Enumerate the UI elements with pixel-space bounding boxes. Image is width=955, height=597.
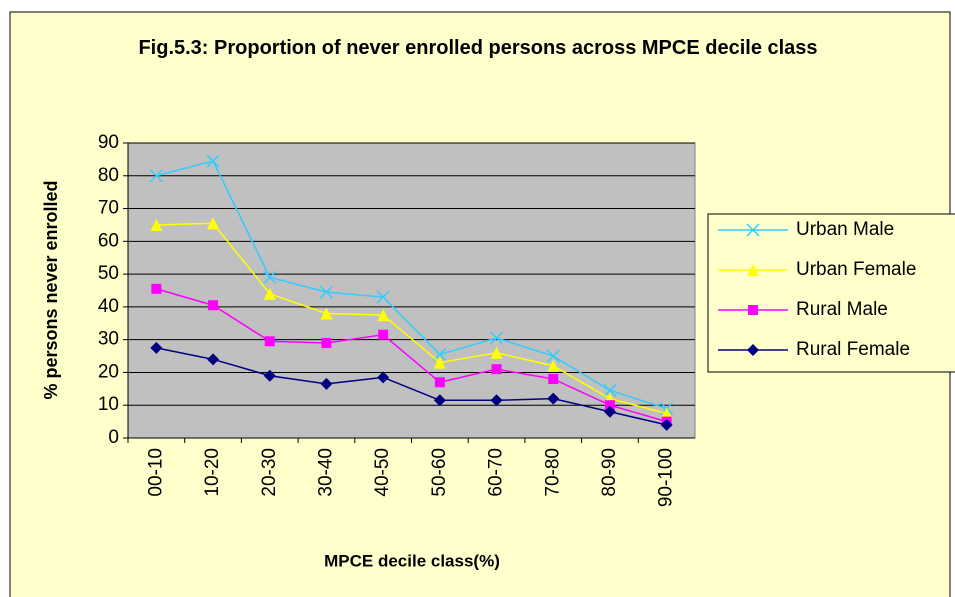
marker bbox=[490, 346, 503, 359]
y-tick-label: 30 bbox=[98, 329, 119, 350]
marker bbox=[603, 405, 616, 418]
legend-label: Urban Male bbox=[796, 219, 894, 240]
marker bbox=[547, 392, 560, 405]
legend-marker bbox=[747, 344, 759, 356]
marker bbox=[263, 369, 276, 382]
x-tick-label: 90-100 bbox=[656, 448, 677, 507]
chart-title: Fig.5.3: Proportion of never enrolled pe… bbox=[138, 37, 818, 59]
y-tick-label: 0 bbox=[108, 427, 119, 448]
marker bbox=[660, 407, 673, 420]
marker bbox=[660, 418, 673, 431]
marker bbox=[434, 377, 445, 388]
marker bbox=[377, 371, 390, 384]
x-tick-label: 40-50 bbox=[372, 448, 393, 497]
series-line bbox=[156, 288, 667, 423]
x-tick-label: 70-80 bbox=[542, 448, 563, 497]
marker bbox=[263, 270, 277, 284]
x-tick-label: 60-70 bbox=[486, 448, 507, 497]
marker bbox=[150, 218, 163, 231]
x-tick-label: 00-10 bbox=[145, 448, 166, 497]
marker bbox=[264, 336, 275, 347]
marker bbox=[263, 287, 276, 300]
series-line bbox=[156, 160, 667, 410]
y-tick-label: 10 bbox=[98, 394, 119, 415]
marker bbox=[490, 331, 504, 345]
marker bbox=[320, 307, 333, 320]
y-axis-label: % persons never enrolled bbox=[41, 180, 61, 399]
legend-marker bbox=[746, 223, 760, 237]
marker bbox=[149, 169, 163, 183]
marker bbox=[207, 217, 220, 230]
marker bbox=[491, 364, 502, 375]
y-tick-label: 20 bbox=[98, 361, 119, 382]
y-tick-label: 90 bbox=[98, 132, 119, 153]
marker bbox=[321, 337, 332, 348]
y-tick-label: 70 bbox=[98, 198, 119, 219]
marker bbox=[208, 300, 219, 311]
y-tick-label: 60 bbox=[98, 230, 119, 251]
marker bbox=[207, 353, 220, 366]
legend-marker bbox=[747, 264, 759, 276]
x-tick-label: 80-90 bbox=[599, 448, 620, 497]
marker bbox=[376, 290, 390, 304]
marker bbox=[319, 285, 333, 299]
y-tick-label: 40 bbox=[98, 296, 119, 317]
y-tick-label: 50 bbox=[98, 263, 119, 284]
legend-label: Rural Male bbox=[796, 299, 888, 320]
marker bbox=[377, 309, 390, 322]
x-tick-label: 20-30 bbox=[259, 448, 280, 497]
marker bbox=[433, 356, 446, 369]
marker bbox=[548, 374, 559, 384]
series-line bbox=[156, 347, 667, 426]
legend-marker bbox=[748, 305, 758, 315]
legend-label: Urban Female bbox=[796, 259, 916, 280]
x-tick-label: 50-60 bbox=[429, 448, 450, 497]
marker bbox=[206, 154, 220, 168]
marker bbox=[378, 329, 389, 340]
marker bbox=[150, 341, 163, 354]
marker bbox=[151, 283, 162, 294]
legend-label: Rural Female bbox=[796, 339, 910, 360]
marker bbox=[546, 349, 560, 363]
x-axis-label: MPCE decile class(%) bbox=[324, 551, 500, 570]
x-tick-label: 30-40 bbox=[315, 448, 336, 497]
x-tick-label: 10-20 bbox=[202, 448, 223, 497]
marker bbox=[320, 377, 333, 390]
y-tick-label: 80 bbox=[98, 165, 119, 186]
marker bbox=[433, 394, 446, 407]
marker bbox=[547, 359, 560, 372]
marker bbox=[490, 394, 503, 407]
marker bbox=[603, 383, 617, 398]
series-line bbox=[156, 222, 667, 415]
legend-box bbox=[707, 213, 955, 373]
marker bbox=[604, 400, 615, 411]
